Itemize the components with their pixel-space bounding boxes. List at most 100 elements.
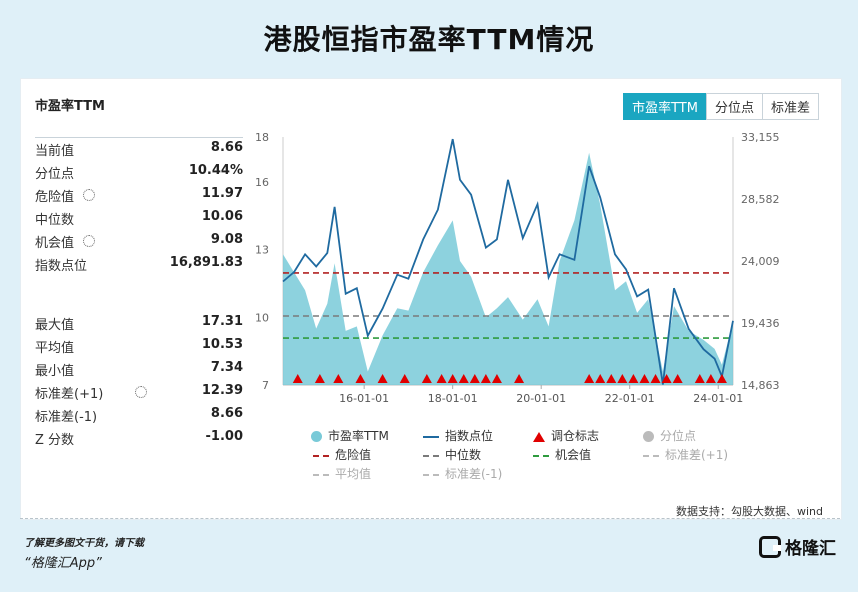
promo-app-name: “格隆汇App” xyxy=(24,556,102,571)
rebalance-marker xyxy=(292,374,303,383)
left-tick-label: 18 xyxy=(255,131,269,144)
stat-label: 最大值 xyxy=(35,318,75,333)
right-tick-label: 19,436 xyxy=(741,317,780,330)
legend-median[interactable]: 中位数 xyxy=(423,446,481,463)
rebalance-marker xyxy=(447,374,458,383)
stat-row: 最小值 7.34 xyxy=(35,357,243,380)
right-tick-label: 24,009 xyxy=(741,255,780,268)
stat-row: 标准差(-1) 8.66 xyxy=(35,403,243,426)
page-title: 港股恒指市盈率TTM情况 xyxy=(263,23,595,56)
left-tick-label: 7 xyxy=(262,379,269,392)
stat-label: 标准差(-1) xyxy=(35,410,98,425)
stat-row: 机会值 9.08 xyxy=(35,229,243,252)
stat-row: 标准差(+1) 12.39 xyxy=(35,380,243,403)
stat-row: 平均值 10.53 xyxy=(35,334,243,357)
rebalance-marker xyxy=(458,374,469,383)
stats-group-current: 当前值 8.66 分位点 10.44% 危险值 11.97 中位数 10.06 机会值 9.08 指… xyxy=(35,137,243,275)
stats-group-summary: 最大值 17.31 平均值 10.53 最小值 7.34 标准差(+1) 12.39 标准差(-… xyxy=(35,311,243,449)
metric-tabs: 市盈率TTM 分位点 标准差 xyxy=(623,93,819,120)
stats-divider xyxy=(35,137,243,138)
rebalance-marker xyxy=(650,374,661,383)
rebalance-marker xyxy=(672,374,683,383)
stat-row: Z 分数 -1.00 xyxy=(35,426,243,449)
rebalance-marker xyxy=(314,374,325,383)
x-tick-label: 24-01-01 xyxy=(693,392,743,405)
rebalance-marker xyxy=(491,374,502,383)
legend-std-minus[interactable]: 标准差(-1) xyxy=(423,465,502,482)
right-tick-label: 33,155 xyxy=(741,131,780,144)
stat-value: -1.00 xyxy=(205,429,243,444)
stat-label: 机会值 xyxy=(35,236,75,251)
rebalance-marker xyxy=(628,374,639,383)
legend-rebalance[interactable]: 调仓标志 xyxy=(533,427,599,444)
rebalance-marker xyxy=(639,374,650,383)
gear-icon[interactable] xyxy=(83,235,95,247)
legend-danger[interactable]: 危险值 xyxy=(313,446,371,463)
stat-value: 10.53 xyxy=(201,337,243,352)
stat-row: 危险值 11.97 xyxy=(35,183,243,206)
stat-label: 最小值 xyxy=(35,364,75,379)
rebalance-marker xyxy=(705,374,716,383)
rebalance-marker xyxy=(661,374,672,383)
x-tick-label: 22-01-01 xyxy=(605,392,655,405)
stat-row: 当前值 8.66 xyxy=(35,137,243,160)
chart-card: 市盈率TTM 当前值 8.66 分位点 10.44% 危险值 11.97 中位数 10.06 机… xyxy=(20,78,842,520)
stat-value: 8.66 xyxy=(210,406,243,421)
stat-row: 最大值 17.31 xyxy=(35,311,243,334)
brand-logo: 格隆汇 xyxy=(759,534,836,559)
rebalance-marker xyxy=(469,374,480,383)
brand-name: 格隆汇 xyxy=(785,539,836,559)
stat-value: 10.44% xyxy=(188,163,243,178)
rebalance-marker xyxy=(514,374,525,383)
tab-std-dev[interactable]: 标准差 xyxy=(761,93,819,120)
rebalance-marker xyxy=(355,374,366,383)
data-source: 数据支持：勾股大数据、wind xyxy=(675,505,823,518)
stat-label: Z 分数 xyxy=(35,433,75,448)
stat-label: 当前值 xyxy=(35,144,75,159)
legend-std-plus[interactable]: 标准差(+1) xyxy=(643,446,728,463)
index-line xyxy=(282,138,734,385)
legend-opportunity[interactable]: 机会值 xyxy=(533,446,591,463)
stat-label: 指数点位 xyxy=(35,259,88,274)
footer-divider xyxy=(20,518,840,519)
legend-percentile[interactable]: 分位点 xyxy=(643,427,696,444)
rebalance-marker xyxy=(333,374,344,383)
stat-value: 9.08 xyxy=(210,232,243,247)
legend-mean[interactable]: 平均值 xyxy=(313,465,371,482)
stat-row: 指数点位 16,891.83 xyxy=(35,252,243,275)
stat-row: 中位数 10.06 xyxy=(35,206,243,229)
tab-pe-ttm[interactable]: 市盈率TTM xyxy=(623,93,707,120)
stat-value: 12.39 xyxy=(201,383,243,398)
x-tick-label: 18-01-01 xyxy=(428,392,478,405)
rebalance-marker xyxy=(377,374,388,383)
rebalance-marker xyxy=(694,374,705,383)
pe-area xyxy=(283,152,733,385)
gear-icon[interactable] xyxy=(135,386,147,398)
left-tick-label: 16 xyxy=(255,176,269,189)
right-tick-label: 28,582 xyxy=(741,193,780,206)
stat-row: 分位点 10.44% xyxy=(35,160,243,183)
rebalance-marker xyxy=(480,374,491,383)
rebalance-marker xyxy=(399,374,410,383)
x-tick-label: 20-01-01 xyxy=(516,392,566,405)
stat-value: 7.34 xyxy=(210,360,243,375)
stats-title: 市盈率TTM xyxy=(35,99,105,114)
rebalance-marker xyxy=(436,374,447,383)
stat-label: 标准差(+1) xyxy=(35,387,104,402)
pe-chart: 7 10 13 16 18 14,863 19,436 24,009 28,582 33,155 1… xyxy=(255,131,780,405)
rebalance-marker xyxy=(617,374,628,383)
stat-label: 中位数 xyxy=(35,213,75,228)
stat-value: 8.66 xyxy=(210,140,243,155)
tab-percentile[interactable]: 分位点 xyxy=(705,93,763,120)
promo-text: 了解更多图文干货，请下载 xyxy=(24,538,144,549)
rebalance-marker xyxy=(595,374,606,383)
stat-label: 分位点 xyxy=(35,167,75,182)
stat-value: 11.97 xyxy=(201,186,243,201)
stat-value: 17.31 xyxy=(201,314,243,329)
legend-index[interactable]: 指数点位 xyxy=(423,427,493,444)
legend-pe[interactable]: 市盈率TTM xyxy=(311,427,389,444)
rebalance-marker xyxy=(716,374,727,383)
gear-icon[interactable] xyxy=(83,189,95,201)
rebalance-marker xyxy=(606,374,617,383)
stat-value: 10.06 xyxy=(201,209,243,224)
